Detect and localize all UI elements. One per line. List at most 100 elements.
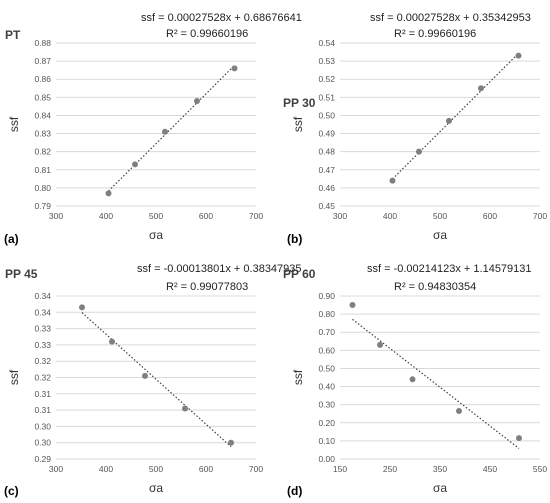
data-point: [105, 190, 112, 197]
y-tick-label: 0.83: [34, 129, 51, 139]
data-point: [409, 376, 416, 383]
y-tick-label: 0.48: [318, 147, 335, 157]
x-tick-label: 700: [249, 464, 263, 474]
y-tick-label: 0.50: [318, 110, 335, 120]
x-tick-label: 600: [483, 211, 497, 221]
regression-equation: ssf = -0.00214123x + 1.14579131: [367, 263, 532, 275]
x-tick-label: 400: [99, 211, 113, 221]
data-point: [446, 117, 452, 124]
y-tick-label: 0.29: [34, 454, 51, 464]
data-point: [162, 128, 168, 135]
data-point: [79, 304, 85, 311]
data-point: [109, 338, 115, 345]
x-axis-label: σa: [149, 481, 163, 495]
x-tick-label: 400: [99, 464, 113, 474]
data-point: [132, 161, 138, 168]
y-tick-label: 0.34: [34, 307, 51, 317]
data-point: [389, 177, 396, 184]
panel-label: (c): [4, 484, 19, 498]
trendline: [392, 52, 519, 180]
chart-title: PP 30: [283, 96, 316, 110]
y-tick-label: 0.81: [34, 165, 51, 175]
x-axis-label: σa: [149, 228, 163, 242]
y-tick-label: 0.33: [34, 340, 51, 350]
data-point: [182, 405, 188, 412]
r-squared: R² = 0.94830354: [394, 281, 476, 293]
x-tick-label: 500: [149, 211, 163, 221]
r-squared: R² = 0.99077803: [166, 281, 248, 293]
y-tick-label: 0.51: [318, 92, 335, 102]
y-tick-label: 0.45: [318, 201, 335, 211]
data-point: [456, 408, 462, 415]
y-tick-label: 0.53: [318, 56, 335, 66]
y-tick-label: 0.30: [318, 400, 335, 410]
chart-title: PP 60: [283, 267, 316, 281]
x-tick-label: 550: [533, 464, 547, 474]
trendline: [108, 64, 235, 192]
panel-label: (d): [287, 484, 302, 498]
y-tick-label: 0.80: [318, 309, 335, 319]
y-tick-label: 0.60: [318, 345, 335, 355]
regression-equation: ssf = -0.00013801x + 0.38347935: [137, 263, 302, 275]
trendline: [352, 318, 520, 449]
x-axis-label: σa: [433, 228, 447, 242]
y-tick-label: 0.80: [34, 183, 51, 193]
panel-label: (a): [4, 232, 19, 246]
x-tick-label: 300: [49, 211, 63, 221]
y-tick-label: 0.30: [34, 438, 51, 448]
y-axis-label: ssf: [291, 116, 305, 132]
y-tick-label: 0.40: [318, 382, 335, 392]
data-point: [228, 439, 234, 446]
data-point: [194, 97, 200, 104]
y-tick-label: 0.88: [34, 38, 51, 48]
y-tick-label: 0.34: [34, 291, 51, 301]
x-tick-label: 500: [149, 464, 163, 474]
x-tick-label: 600: [199, 464, 213, 474]
y-tick-label: 0.52: [318, 74, 335, 84]
x-tick-label: 500: [433, 211, 447, 221]
chart-title: PT: [5, 28, 21, 42]
x-tick-label: 300: [49, 464, 63, 474]
data-point: [231, 65, 238, 72]
y-tick-label: 0.85: [34, 92, 51, 102]
r-squared: R² = 0.99660196: [166, 28, 248, 40]
y-tick-label: 0.33: [34, 324, 51, 334]
panel-label: (b): [287, 232, 302, 246]
x-tick-label: 250: [383, 464, 397, 474]
y-tick-label: 0.84: [34, 110, 51, 120]
y-tick-label: 0.00: [318, 454, 335, 464]
y-tick-label: 0.49: [318, 129, 335, 139]
x-tick-label: 350: [433, 464, 447, 474]
x-axis-label: σa: [433, 481, 447, 495]
x-tick-label: 150: [333, 464, 347, 474]
regression-equation: ssf = 0.00027528x + 0.68676641: [141, 12, 302, 24]
data-point: [478, 85, 484, 92]
y-tick-label: 0.31: [34, 405, 51, 415]
y-tick-label: 0.82: [34, 147, 51, 157]
data-point: [416, 148, 422, 155]
y-axis-label: ssf: [291, 369, 305, 385]
y-tick-label: 0.31: [34, 389, 51, 399]
y-axis-label: ssf: [7, 369, 21, 385]
y-tick-label: 0.50: [318, 363, 335, 373]
x-tick-label: 450: [483, 464, 497, 474]
regression-equation: ssf = 0.00027528x + 0.35342953: [370, 12, 531, 24]
y-tick-label: 0.70: [318, 327, 335, 337]
r-squared: R² = 0.99660196: [394, 28, 476, 40]
x-tick-label: 400: [383, 211, 397, 221]
y-tick-label: 0.87: [34, 56, 51, 66]
data-point: [516, 435, 522, 442]
y-tick-label: 0.32: [34, 373, 51, 383]
y-tick-label: 0.20: [318, 418, 335, 428]
y-tick-label: 0.32: [34, 356, 51, 366]
y-tick-label: 0.79: [34, 201, 51, 211]
y-tick-label: 0.10: [318, 436, 335, 446]
y-tick-label: 0.46: [318, 183, 335, 193]
y-tick-label: 0.54: [318, 38, 335, 48]
x-tick-label: 300: [333, 211, 347, 221]
x-tick-label: 600: [199, 211, 213, 221]
y-tick-label: 0.30: [34, 421, 51, 431]
data-point: [349, 302, 356, 309]
y-tick-label: 0.47: [318, 165, 335, 175]
